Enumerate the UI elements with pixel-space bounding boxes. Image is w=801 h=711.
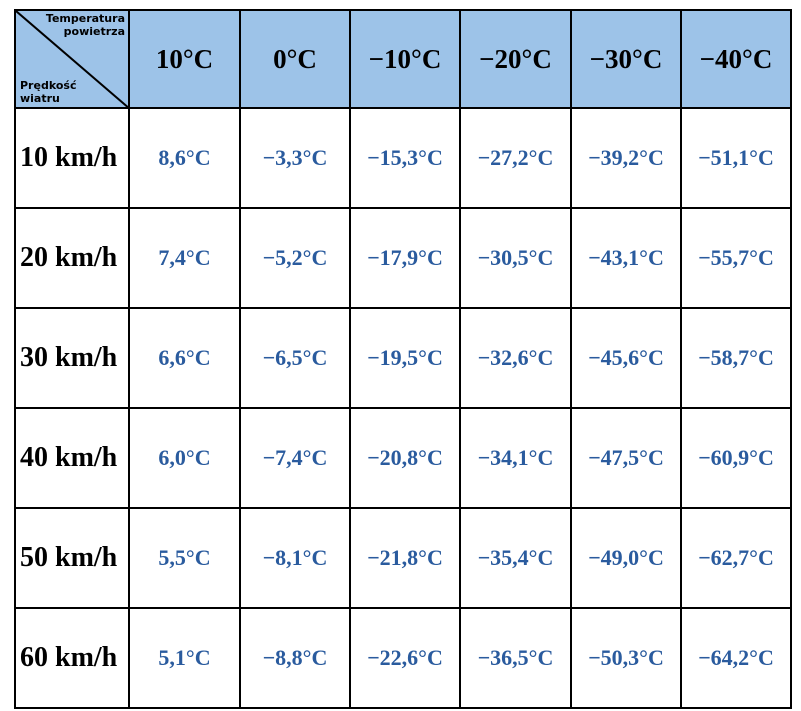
wind-chill-table: Temperatura powietrza Prędkość wiatru 10…	[14, 9, 792, 709]
row-label: 30 km/h	[14, 307, 130, 409]
value-cell: −35,4°C	[459, 507, 572, 609]
value-cell: −30,5°C	[459, 207, 572, 309]
value-cell: −5,2°C	[239, 207, 351, 309]
column-header: −30°C	[570, 9, 682, 109]
column-header: 0°C	[239, 9, 351, 109]
diagonal	[16, 11, 130, 109]
column-header: −20°C	[459, 9, 572, 109]
value-cell: 6,0°C	[128, 407, 241, 509]
row-label: 60 km/h	[14, 607, 130, 709]
value-cell: −20,8°C	[349, 407, 461, 509]
value-cell: −45,6°C	[570, 307, 682, 409]
value-cell: 8,6°C	[128, 107, 241, 209]
value-cell: −60,9°C	[680, 407, 792, 509]
value-cell: −58,7°C	[680, 307, 792, 409]
value-cell: 5,1°C	[128, 607, 241, 709]
value-cell: −49,0°C	[570, 507, 682, 609]
value-cell: −51,1°C	[680, 107, 792, 209]
value-cell: −62,7°C	[680, 507, 792, 609]
value-cell: −3,3°C	[239, 107, 351, 209]
column-header: −10°C	[349, 9, 461, 109]
value-cell: −55,7°C	[680, 207, 792, 309]
header-row: Temperatura powietrza Prędkość wiatru 10…	[14, 9, 792, 109]
corner-bottom-label: Prędkość wiatru	[20, 79, 77, 105]
value-cell: −21,8°C	[349, 507, 461, 609]
value-cell: 7,4°C	[128, 207, 241, 309]
value-cell: 5,5°C	[128, 507, 241, 609]
data-row: 20 km/h 7,4°C −5,2°C −17,9°C −30,5°C −43,1°C −…	[14, 207, 792, 309]
value-cell: −22,6°C	[349, 607, 461, 709]
row-label: 40 km/h	[14, 407, 130, 509]
value-cell: −27,2°C	[459, 107, 572, 209]
value-cell: −17,9°C	[349, 207, 461, 309]
value-cell: −7,4°C	[239, 407, 351, 509]
value-cell: −8,8°C	[239, 607, 351, 709]
wind-chill-table-wrap: Temperatura powietrza Prędkość wiatru 10…	[14, 9, 792, 709]
value-cell: 6,6°C	[128, 307, 241, 409]
value-cell: −19,5°C	[349, 307, 461, 409]
corner-cell: Temperatura powietrza Prędkość wiatru	[14, 9, 130, 109]
value-cell: −36,5°C	[459, 607, 572, 709]
column-header: −40°C	[680, 9, 792, 109]
value-cell: −64,2°C	[680, 607, 792, 709]
data-row: 30 km/h 6,6°C −6,5°C −19,5°C −32,6°C −45,6°C −…	[14, 307, 792, 409]
column-header: 10°C	[128, 9, 241, 109]
value-cell: −43,1°C	[570, 207, 682, 309]
data-row: 50 km/h 5,5°C −8,1°C −21,8°C −35,4°C −49,0°C −…	[14, 507, 792, 609]
value-cell: −39,2°C	[570, 107, 682, 209]
value-cell: −15,3°C	[349, 107, 461, 209]
value-cell: −8,1°C	[239, 507, 351, 609]
row-label: 20 km/h	[14, 207, 130, 309]
value-cell: −47,5°C	[570, 407, 682, 509]
corner-top-label: Temperatura powietrza	[45, 12, 125, 38]
value-cell: −34,1°C	[459, 407, 572, 509]
data-row: 60 km/h 5,1°C −8,8°C −22,6°C −36,5°C −50,3°C −…	[14, 607, 792, 709]
data-row: 10 km/h 8,6°C −3,3°C −15,3°C −27,2°C −39,2°C −…	[14, 107, 792, 209]
row-label: 10 km/h	[14, 107, 130, 209]
value-cell: −32,6°C	[459, 307, 572, 409]
value-cell: −6,5°C	[239, 307, 351, 409]
value-cell: −50,3°C	[570, 607, 682, 709]
data-row: 40 km/h 6,0°C −7,4°C −20,8°C −34,1°C −47,5°C −…	[14, 407, 792, 509]
row-label: 50 km/h	[14, 507, 130, 609]
